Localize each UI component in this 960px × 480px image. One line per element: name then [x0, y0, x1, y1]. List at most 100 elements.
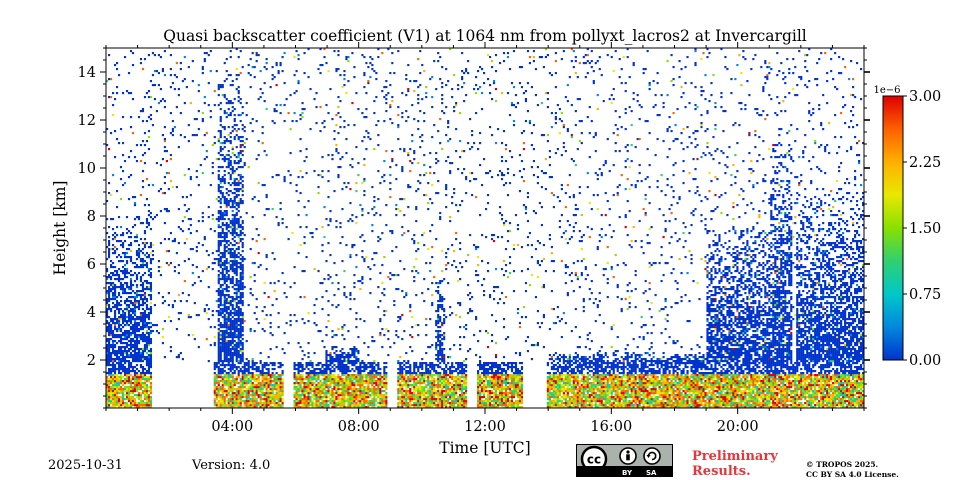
heatmap-cell — [107, 274, 111, 277]
heatmap-cell — [241, 406, 244, 409]
heatmap-cell — [369, 76, 372, 79]
heatmap-cell — [371, 258, 374, 261]
heatmap-cell — [243, 390, 246, 393]
heatmap-cell — [327, 224, 330, 227]
heatmap-cell — [129, 352, 133, 355]
heatmap-cell — [271, 120, 274, 123]
heatmap-cell — [127, 72, 131, 75]
heatmap-cell — [239, 198, 242, 201]
heatmap-cell — [293, 374, 296, 377]
heatmap-cell — [321, 282, 324, 285]
heatmap-cell — [309, 360, 312, 363]
heatmap-cell — [109, 346, 113, 349]
heatmap-cell — [161, 342, 164, 345]
heatmap-cell — [223, 352, 226, 355]
heatmap-cell — [239, 362, 242, 365]
heatmap-cell — [139, 222, 143, 225]
heatmap-cell — [183, 280, 186, 283]
heatmap-cell — [267, 378, 270, 381]
heatmap-cell — [309, 404, 312, 407]
heatmap-cell — [217, 350, 220, 353]
heatmap-cell — [225, 346, 228, 349]
heatmap-cell — [259, 372, 262, 375]
heatmap-cell — [217, 362, 220, 365]
heatmap-cell — [275, 384, 278, 387]
heatmap-cell — [297, 176, 300, 179]
heatmap-cell — [349, 298, 352, 301]
heatmap-cell — [121, 270, 125, 273]
heatmap-cell — [239, 146, 242, 149]
heatmap-cell — [119, 402, 123, 405]
heatmap-cell — [227, 394, 230, 397]
heatmap-cell — [353, 348, 356, 351]
heatmap-cell — [233, 188, 236, 191]
heatmap-cell — [297, 54, 300, 57]
heatmap-cell — [119, 328, 123, 331]
heatmap-cell — [135, 330, 139, 333]
heatmap-cell — [121, 366, 125, 369]
heatmap-cell — [353, 244, 356, 247]
heatmap-cell — [117, 216, 121, 219]
heatmap-cell — [137, 406, 141, 409]
heatmap-cell — [295, 392, 298, 395]
heatmap-cell — [269, 378, 272, 381]
heatmap-cell — [317, 174, 320, 177]
heatmap-cell — [147, 342, 151, 345]
heatmap-cell — [235, 352, 238, 355]
heatmap-cell — [115, 270, 119, 273]
heatmap-cell — [361, 402, 364, 405]
heatmap-cell — [143, 310, 147, 313]
heatmap-cell — [233, 398, 236, 401]
heatmap-cell — [363, 56, 366, 59]
heatmap-cell — [217, 232, 220, 235]
heatmap-cell — [325, 354, 328, 357]
heatmap-cell — [149, 366, 153, 369]
heatmap-cell — [129, 398, 133, 401]
heatmap-cell — [149, 388, 153, 391]
heatmap-cell — [377, 48, 380, 51]
heatmap-cell — [273, 378, 276, 381]
heatmap-cell — [115, 384, 119, 387]
heatmap-cell — [141, 308, 145, 311]
heatmap-cell — [249, 122, 252, 125]
heatmap-cell — [225, 340, 228, 343]
heatmap-cell — [239, 312, 242, 315]
heatmap-cell — [106, 298, 109, 301]
heatmap-cell — [221, 294, 224, 297]
heatmap-cell — [205, 52, 208, 55]
heatmap-cell — [225, 360, 228, 363]
heatmap-cell — [363, 74, 366, 77]
heatmap-cell — [149, 364, 153, 367]
heatmap-cell — [371, 390, 374, 393]
heatmap-cell — [331, 388, 334, 391]
heatmap-cell — [231, 332, 234, 335]
heatmap-cell — [113, 376, 117, 379]
heatmap-cell — [257, 374, 260, 377]
heatmap-cell — [225, 214, 228, 217]
heatmap-cell — [239, 368, 242, 371]
heatmap-cell — [327, 386, 330, 389]
heatmap-cell — [269, 86, 272, 89]
heatmap-cell — [223, 370, 226, 373]
heatmap-cell — [355, 254, 358, 257]
heatmap-cell — [117, 380, 121, 383]
heatmap-cell — [111, 302, 115, 305]
heatmap-cell — [297, 368, 300, 371]
heatmap-cell — [327, 388, 330, 391]
heatmap-cell — [219, 232, 222, 235]
heatmap-cell — [231, 338, 234, 341]
heatmap-cell — [227, 160, 230, 163]
heatmap-cell — [231, 280, 234, 283]
heatmap-cell — [349, 374, 352, 377]
heatmap-cell — [391, 230, 394, 233]
heatmap-cell — [271, 364, 274, 367]
heatmap-cell — [225, 246, 228, 249]
heatmap-cell — [135, 334, 139, 337]
heatmap-cell — [229, 348, 232, 351]
heatmap-cell — [225, 336, 228, 339]
heatmap-cell — [297, 82, 300, 85]
heatmap-cell — [237, 356, 240, 359]
heatmap-cell — [107, 396, 111, 399]
heatmap-cell — [143, 394, 147, 397]
heatmap-cell — [215, 362, 218, 365]
